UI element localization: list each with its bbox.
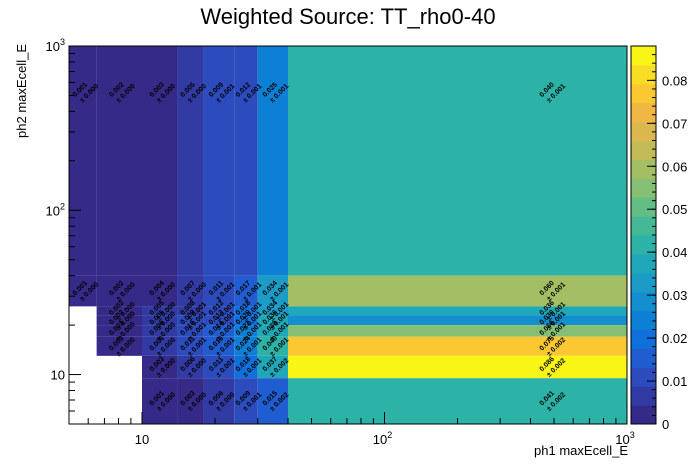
y-axis-label: ph2 maxEcell_E	[14, 44, 29, 138]
heatmap-cell	[257, 325, 288, 337]
heatmap-cell	[203, 306, 235, 316]
colorbar-band	[631, 310, 656, 330]
heatmap-cell	[287, 355, 627, 379]
heatmap-cell	[141, 336, 178, 356]
colorbar-band	[631, 121, 656, 141]
heatmap-cell	[177, 306, 204, 316]
colorbar-tick-label: 0.07	[662, 116, 687, 131]
heatmap-cell	[203, 378, 235, 424]
colorbar-band	[631, 102, 656, 123]
heatmap-cell	[177, 46, 204, 276]
heatmap-cell	[141, 325, 178, 337]
heatmap-cell	[177, 275, 204, 307]
colorbar-tick-label: 0.01	[662, 374, 687, 389]
colorbar-tick-label: 0	[662, 417, 669, 432]
heatmap-cell	[96, 315, 142, 326]
heatmap-cell	[141, 306, 178, 316]
heatmap-cell	[141, 378, 178, 424]
heatmap-cell	[203, 336, 235, 356]
heatmap-cell	[257, 306, 288, 316]
heatmap-cell	[287, 46, 627, 276]
plot-frame	[68, 45, 628, 425]
heatmap-cell	[96, 306, 142, 316]
colorbar-band	[631, 83, 656, 104]
heatmap-cell	[96, 46, 142, 276]
color-scale: 0 0.01 0.02 0.03 0.04 0.05 0.06 0.07 0.08	[630, 45, 687, 432]
colorbar-band	[631, 329, 656, 349]
colorbar-tick-label: 0.08	[662, 73, 687, 88]
heatmap-cell	[203, 325, 235, 337]
y-tick-label: 103	[46, 37, 65, 54]
colorbar-tick-label: 0.05	[662, 202, 687, 217]
x-axis-label: ph1 maxEcell_E	[534, 443, 628, 458]
heatmap-cell	[234, 306, 258, 316]
heatmap-cell	[96, 275, 142, 307]
heatmap-cell	[234, 325, 258, 337]
heatmap-cell	[234, 355, 258, 379]
heatmap-cell	[234, 336, 258, 356]
colorbar-band	[631, 348, 656, 368]
heatmap-cell	[203, 46, 235, 276]
x-tick-label: 10	[135, 432, 149, 447]
axes: 10 102 103 10 102 103	[46, 37, 635, 447]
heatmap-cell	[234, 378, 258, 424]
colorbar-band	[631, 159, 656, 179]
colorbar-tick-label: 0.06	[662, 159, 687, 174]
heatmap-cell	[96, 336, 142, 356]
heatmap-cell	[69, 275, 97, 307]
heatmap-cells	[69, 46, 627, 424]
colorbar-band	[631, 253, 656, 274]
colorbar-band	[631, 178, 656, 198]
colorbar-tick-label: 0.02	[662, 331, 687, 346]
colorbar-tick-label: 0.04	[662, 245, 687, 260]
colorbar-band	[631, 272, 656, 293]
colorbar-band	[631, 367, 656, 387]
heatmap-cell	[141, 315, 178, 326]
colorbar-tick-label: 0.03	[662, 288, 687, 303]
heatmap-cell	[203, 315, 235, 326]
heatmap-cell	[257, 378, 288, 424]
heatmap-cell	[257, 46, 288, 276]
colorbar-band	[631, 46, 656, 66]
colorbar-band	[631, 64, 656, 85]
y-tick-label: 102	[46, 201, 65, 218]
colorbar-band	[631, 140, 656, 160]
heatmap-cell	[257, 315, 288, 326]
heatmap-cell	[287, 325, 627, 337]
heatmap-cell	[203, 275, 235, 307]
heatmap-cell	[234, 315, 258, 326]
heatmap-cell	[141, 275, 178, 307]
heatmap-cell	[257, 336, 288, 356]
heatmap-cell	[177, 336, 204, 356]
colorbar-band	[631, 216, 656, 236]
heatmap-cell	[257, 275, 288, 307]
heatmap-cell	[203, 355, 235, 379]
x-tick-label: 103	[615, 430, 634, 447]
heatmap-cell	[287, 306, 627, 316]
x-tick-label: 102	[373, 430, 392, 447]
colorbar-band	[631, 405, 656, 425]
heatmap-cell	[287, 275, 627, 307]
heatmap-cell	[257, 355, 288, 379]
heatmap-cell	[177, 325, 204, 337]
colorbar-band	[631, 386, 656, 406]
heatmap-cell	[141, 355, 178, 379]
y-tick-label: 10	[51, 368, 65, 383]
colorbar-band	[631, 235, 656, 255]
heatmap-cell	[287, 378, 627, 424]
heatmap-cell	[141, 46, 178, 276]
colorbar-band	[631, 197, 656, 217]
heatmap-cell	[177, 315, 204, 326]
heatmap-cell	[96, 325, 142, 337]
heatmap-cell	[234, 275, 258, 307]
heatmap-cell	[287, 336, 627, 356]
heatmap-cell	[287, 315, 627, 326]
heatmap-cell	[177, 378, 204, 424]
colorbar-band	[631, 291, 656, 312]
heatmap-cell	[234, 46, 258, 276]
heatmap-cell	[177, 355, 204, 379]
chart-title: Weighted Source: TT_rho0-40	[200, 4, 495, 29]
